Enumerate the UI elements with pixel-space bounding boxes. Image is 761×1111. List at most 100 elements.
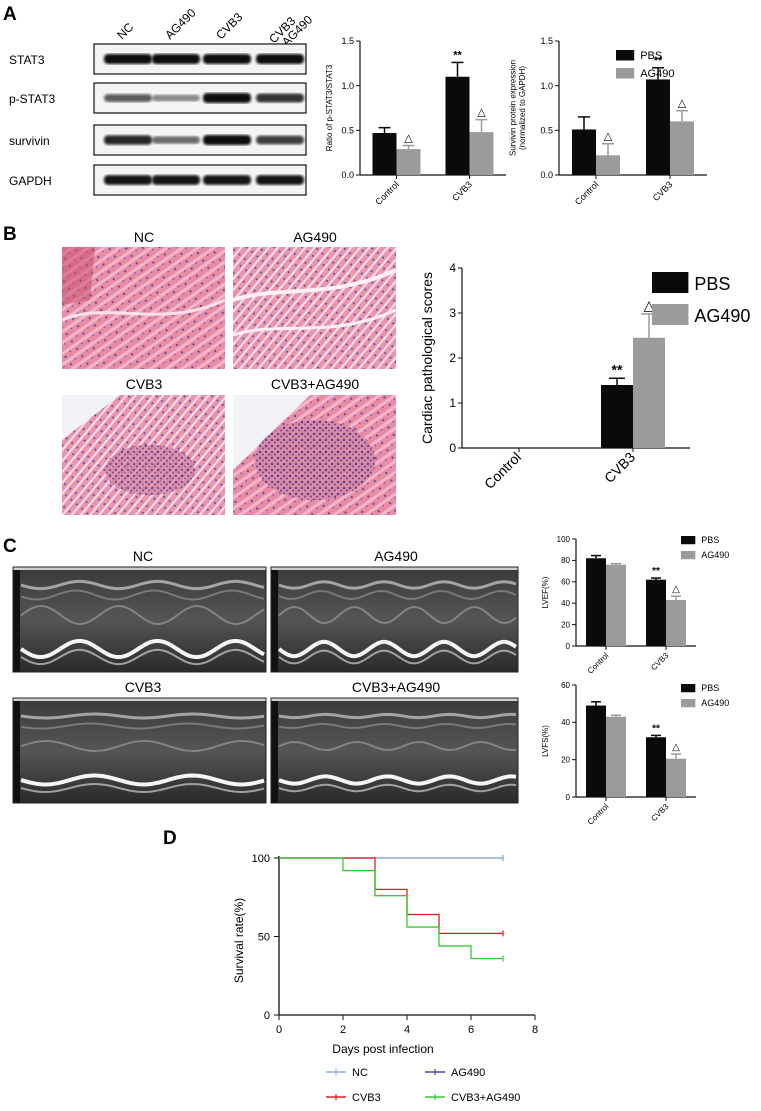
bar-ag490 [666, 758, 686, 797]
blot-lane-label: AG490 [162, 6, 199, 43]
blot-band [256, 175, 304, 185]
y-axis-label: LVEF(%) [541, 576, 550, 608]
bar-ag490 [633, 337, 665, 448]
bar-ag490 [606, 564, 626, 646]
bar-ag490 [469, 132, 494, 175]
legend-swatch [681, 536, 696, 545]
y-tick-label: 0.5 [341, 125, 354, 135]
y-tick-label: 0 [449, 441, 456, 455]
echo-image [270, 566, 519, 673]
bar-pbs [586, 705, 606, 797]
panel-label-d: D [163, 828, 177, 849]
y-tick-label: 1.5 [341, 36, 354, 46]
blot-band [203, 175, 251, 185]
bar-pbs [646, 737, 666, 797]
x-tick-label: Control [481, 449, 524, 492]
x-tick-label: 2 [340, 1024, 346, 1036]
y-tick-label: 80 [561, 556, 570, 565]
x-tick-label: CVB3 [601, 449, 638, 486]
x-tick-label: Control [573, 179, 601, 207]
legend-label: PBS [694, 274, 730, 294]
significance-mark: △ [404, 133, 413, 145]
blot-lane-label: NC [114, 20, 136, 42]
y-tick-label: 1 [449, 396, 456, 410]
legend-swatch [652, 304, 689, 325]
x-tick-label: 4 [404, 1024, 410, 1036]
bar-ag490 [596, 155, 620, 175]
significance-mark: ** [654, 55, 663, 67]
bar-pbs [601, 385, 633, 448]
echo-label-nc: NC [133, 548, 153, 564]
blot-band [152, 94, 200, 102]
x-tick-label: Control [586, 651, 611, 676]
blot-band [203, 54, 251, 64]
y-tick-label: 100 [557, 535, 571, 544]
legend-swatch [681, 699, 696, 708]
x-tick-label: 8 [532, 1024, 538, 1036]
blot-band [256, 135, 304, 145]
bar-pbs [445, 76, 470, 175]
bar-ag490 [606, 716, 626, 797]
y-tick-label: 40 [561, 718, 570, 727]
bar-pbs [372, 133, 397, 175]
panel-label-b: B [3, 224, 17, 245]
y-tick-label: 0.0 [540, 170, 553, 180]
y-axis-label: Cardiac pathological scores [419, 272, 435, 444]
x-tick-label: CVB3 [649, 651, 671, 673]
blot-band [104, 175, 152, 185]
y-tick-label: 3 [449, 306, 456, 320]
y-axis-label: Survivin protein expression(normalized t… [509, 60, 527, 156]
histology-label-cvb3: CVB3 [126, 376, 163, 392]
x-tick-label: 0 [276, 1024, 282, 1036]
legend-swatch [681, 551, 696, 560]
y-tick-label: 0 [264, 1010, 270, 1022]
significance-mark: △ [678, 98, 687, 110]
western-blot: NC AG490 CVB3 CVB3+AG490 STAT3p-STAT3surviv… [9, 6, 316, 196]
y-tick-label: 20 [561, 755, 570, 764]
significance-mark: △ [672, 742, 680, 753]
blot-row-label: p-STAT3 [9, 92, 56, 106]
legend-label: AG490 [640, 68, 674, 80]
x-tick-label: 6 [468, 1024, 474, 1036]
histology-label-nc: NC [134, 229, 154, 245]
y-tick-label: 1.5 [540, 36, 553, 46]
chart-pathological-scores: 0 1 2 3 4 Cardiac pathological scores Control C… [419, 261, 750, 492]
blot-band [256, 93, 304, 103]
blot-lane-label: CVB3 [213, 10, 245, 42]
bar-pbs [646, 579, 666, 646]
y-tick-label: 0.0 [341, 170, 354, 180]
y-tick-label: 0.5 [540, 125, 553, 135]
blot-band [256, 54, 304, 64]
panel-label-a: A [3, 4, 17, 25]
y-tick-label: 0 [566, 642, 571, 651]
legend-label: CVB3+AG490 [451, 1092, 520, 1104]
blot-row-label: GAPDH [9, 174, 52, 188]
x-tick-label: CVB3 [649, 802, 671, 824]
echo-image [270, 697, 519, 804]
chart-lvef: 0 20 40 60 80 100 LVEF(%) Control CVB3 ** △ PBS AG49… [541, 535, 729, 676]
legend-label: PBS [701, 535, 719, 545]
y-tick-label: 50 [258, 932, 270, 944]
legend-swatch [616, 68, 635, 79]
y-axis-label: Survival rate(%) [232, 898, 246, 983]
blot-band [104, 94, 152, 102]
significance-mark: △ [644, 297, 655, 313]
y-tick-label: 40 [561, 599, 570, 608]
blot-row-label: survivin [9, 134, 50, 148]
y-tick-label: 2 [449, 351, 456, 365]
legend-label: PBS [640, 50, 662, 62]
bar-pbs [646, 79, 670, 175]
y-tick-label: 1.0 [540, 81, 553, 91]
significance-mark: △ [672, 584, 680, 595]
legend-swatch [616, 50, 635, 61]
survival-line-cvb3-ag490 [279, 857, 503, 960]
bar-pbs [586, 558, 606, 646]
blot-row-label: STAT3 [9, 53, 45, 67]
y-axis-label: Ratio of p-STAT3/STAT3 [325, 64, 334, 151]
bar-pbs [572, 129, 596, 175]
histology-label-cvb3-ag490: CVB3+AG490 [271, 376, 360, 392]
panel-label-c: C [3, 536, 17, 557]
echo-label-ag490: AG490 [374, 548, 418, 564]
chart-survivin-expression: 0.0 0.5 1.0 1.5 Survivin protein expression(… [509, 36, 707, 207]
echo-panel: NC AG490 CVB3 CVB3+AG490 [12, 548, 519, 804]
